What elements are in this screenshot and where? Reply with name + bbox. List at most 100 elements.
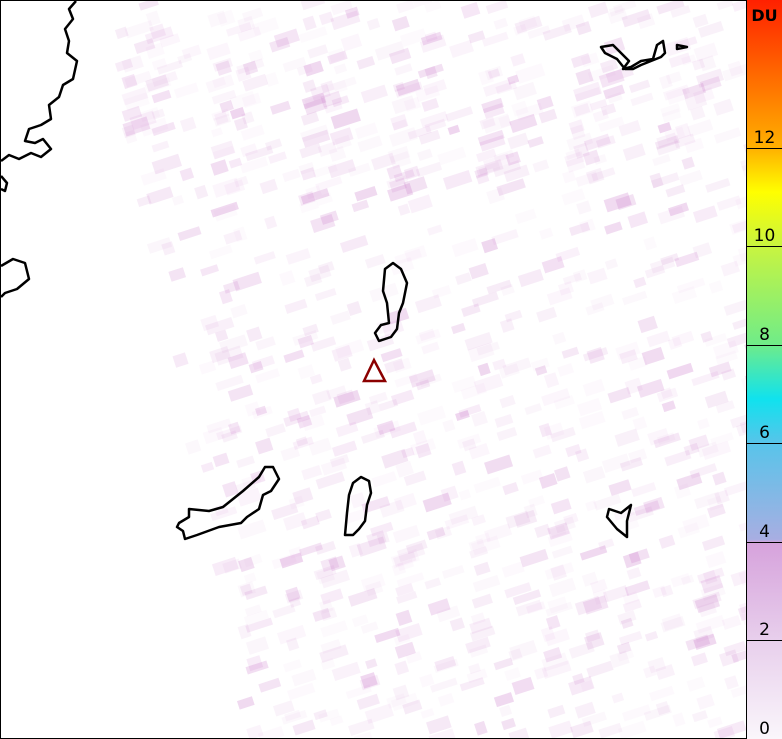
retrieval-pixel <box>240 124 265 141</box>
retrieval-pixel <box>478 161 501 176</box>
retrieval-pixel <box>614 428 640 447</box>
retrieval-pixel <box>392 82 405 92</box>
coastline-south-central-island <box>343 475 373 537</box>
retrieval-pixel <box>219 334 248 354</box>
retrieval-pixel <box>619 456 643 472</box>
retrieval-pixel <box>122 116 151 137</box>
retrieval-pixel <box>654 135 680 150</box>
retrieval-pixel <box>545 615 561 630</box>
retrieval-pixel <box>248 360 264 374</box>
retrieval-pixel <box>346 407 374 426</box>
retrieval-pixel <box>327 50 348 65</box>
retrieval-pixel <box>332 76 357 91</box>
retrieval-pixel <box>389 177 407 193</box>
retrieval-pixel <box>255 405 268 416</box>
retrieval-pixel <box>622 290 648 306</box>
retrieval-pixel <box>315 471 346 490</box>
retrieval-pixel <box>316 567 336 585</box>
retrieval-pixel <box>469 644 489 658</box>
retrieval-pixel <box>428 728 456 739</box>
retrieval-pixel <box>701 535 726 551</box>
retrieval-pixel <box>574 86 601 102</box>
retrieval-pixel <box>565 148 581 160</box>
retrieval-pixel <box>621 9 652 28</box>
retrieval-pixel <box>223 230 243 245</box>
retrieval-pixel <box>689 463 718 479</box>
retrieval-pixel <box>656 387 679 403</box>
retrieval-pixel <box>211 556 239 576</box>
retrieval-pixel <box>387 145 411 164</box>
retrieval-pixel <box>284 298 308 314</box>
retrieval-pixel <box>422 79 447 96</box>
retrieval-pixel <box>370 521 394 537</box>
retrieval-pixel <box>552 331 567 345</box>
retrieval-pixel <box>482 113 512 134</box>
retrieval-pixel <box>470 612 486 626</box>
retrieval-pixel <box>237 15 256 33</box>
retrieval-pixel <box>479 134 506 152</box>
retrieval-pixel <box>687 677 706 692</box>
retrieval-pixel <box>481 238 499 254</box>
retrieval-pixel <box>366 530 387 548</box>
retrieval-pixel <box>712 471 727 486</box>
retrieval-pixel <box>484 454 514 475</box>
retrieval-pixel <box>451 322 466 335</box>
retrieval-pixel <box>493 692 515 708</box>
retrieval-pixel <box>224 179 246 196</box>
retrieval-pixel <box>691 370 720 387</box>
retrieval-pixel <box>432 285 452 299</box>
retrieval-pixel <box>348 542 364 558</box>
retrieval-pixel <box>492 160 522 178</box>
retrieval-pixel <box>468 663 481 675</box>
retrieval-pixel <box>671 330 695 347</box>
retrieval-pixel <box>282 57 307 73</box>
colorbar-tick <box>747 541 782 543</box>
retrieval-pixel <box>394 81 424 98</box>
retrieval-pixel <box>279 270 296 286</box>
retrieval-pixel <box>326 385 347 400</box>
retrieval-pixel <box>584 632 605 650</box>
retrieval-pixel <box>624 377 643 395</box>
retrieval-pixel <box>236 696 255 710</box>
retrieval-pixel <box>329 127 354 146</box>
retrieval-pixel <box>700 582 726 601</box>
retrieval-pixel <box>622 551 642 569</box>
retrieval-pixel <box>171 194 185 206</box>
retrieval-pixel <box>500 283 515 297</box>
retrieval-pixel <box>265 138 283 151</box>
retrieval-pixel <box>438 693 455 707</box>
retrieval-pixel <box>283 349 305 363</box>
retrieval-pixel <box>151 153 182 175</box>
retrieval-pixel <box>624 580 651 597</box>
retrieval-pixel <box>513 509 538 528</box>
retrieval-pixel <box>395 78 421 97</box>
retrieval-pixel <box>579 545 608 561</box>
retrieval-pixel <box>151 108 165 120</box>
retrieval-pixel <box>519 548 549 568</box>
retrieval-pixel <box>622 599 642 613</box>
retrieval-pixel <box>575 68 594 86</box>
retrieval-pixel <box>360 84 388 104</box>
retrieval-pixel <box>660 387 673 399</box>
retrieval-pixel <box>384 358 405 374</box>
retrieval-pixel <box>649 685 675 702</box>
retrieval-pixel <box>674 251 700 268</box>
retrieval-pixel <box>280 445 301 462</box>
retrieval-pixel <box>412 0 433 8</box>
retrieval-pixel <box>240 143 258 158</box>
retrieval-pixel <box>697 567 725 584</box>
retrieval-pixel <box>310 83 331 102</box>
retrieval-pixel <box>200 314 220 332</box>
retrieval-pixel <box>604 258 619 270</box>
retrieval-pixel <box>550 498 572 515</box>
retrieval-pixel <box>661 400 676 413</box>
retrieval-pixel <box>657 205 686 225</box>
retrieval-pixel <box>673 133 696 149</box>
retrieval-pixel <box>687 119 714 137</box>
retrieval-pixel <box>650 172 680 189</box>
retrieval-pixel <box>653 432 681 449</box>
retrieval-pixel <box>580 52 600 68</box>
retrieval-pixel <box>541 388 571 407</box>
retrieval-pixel <box>331 661 361 682</box>
